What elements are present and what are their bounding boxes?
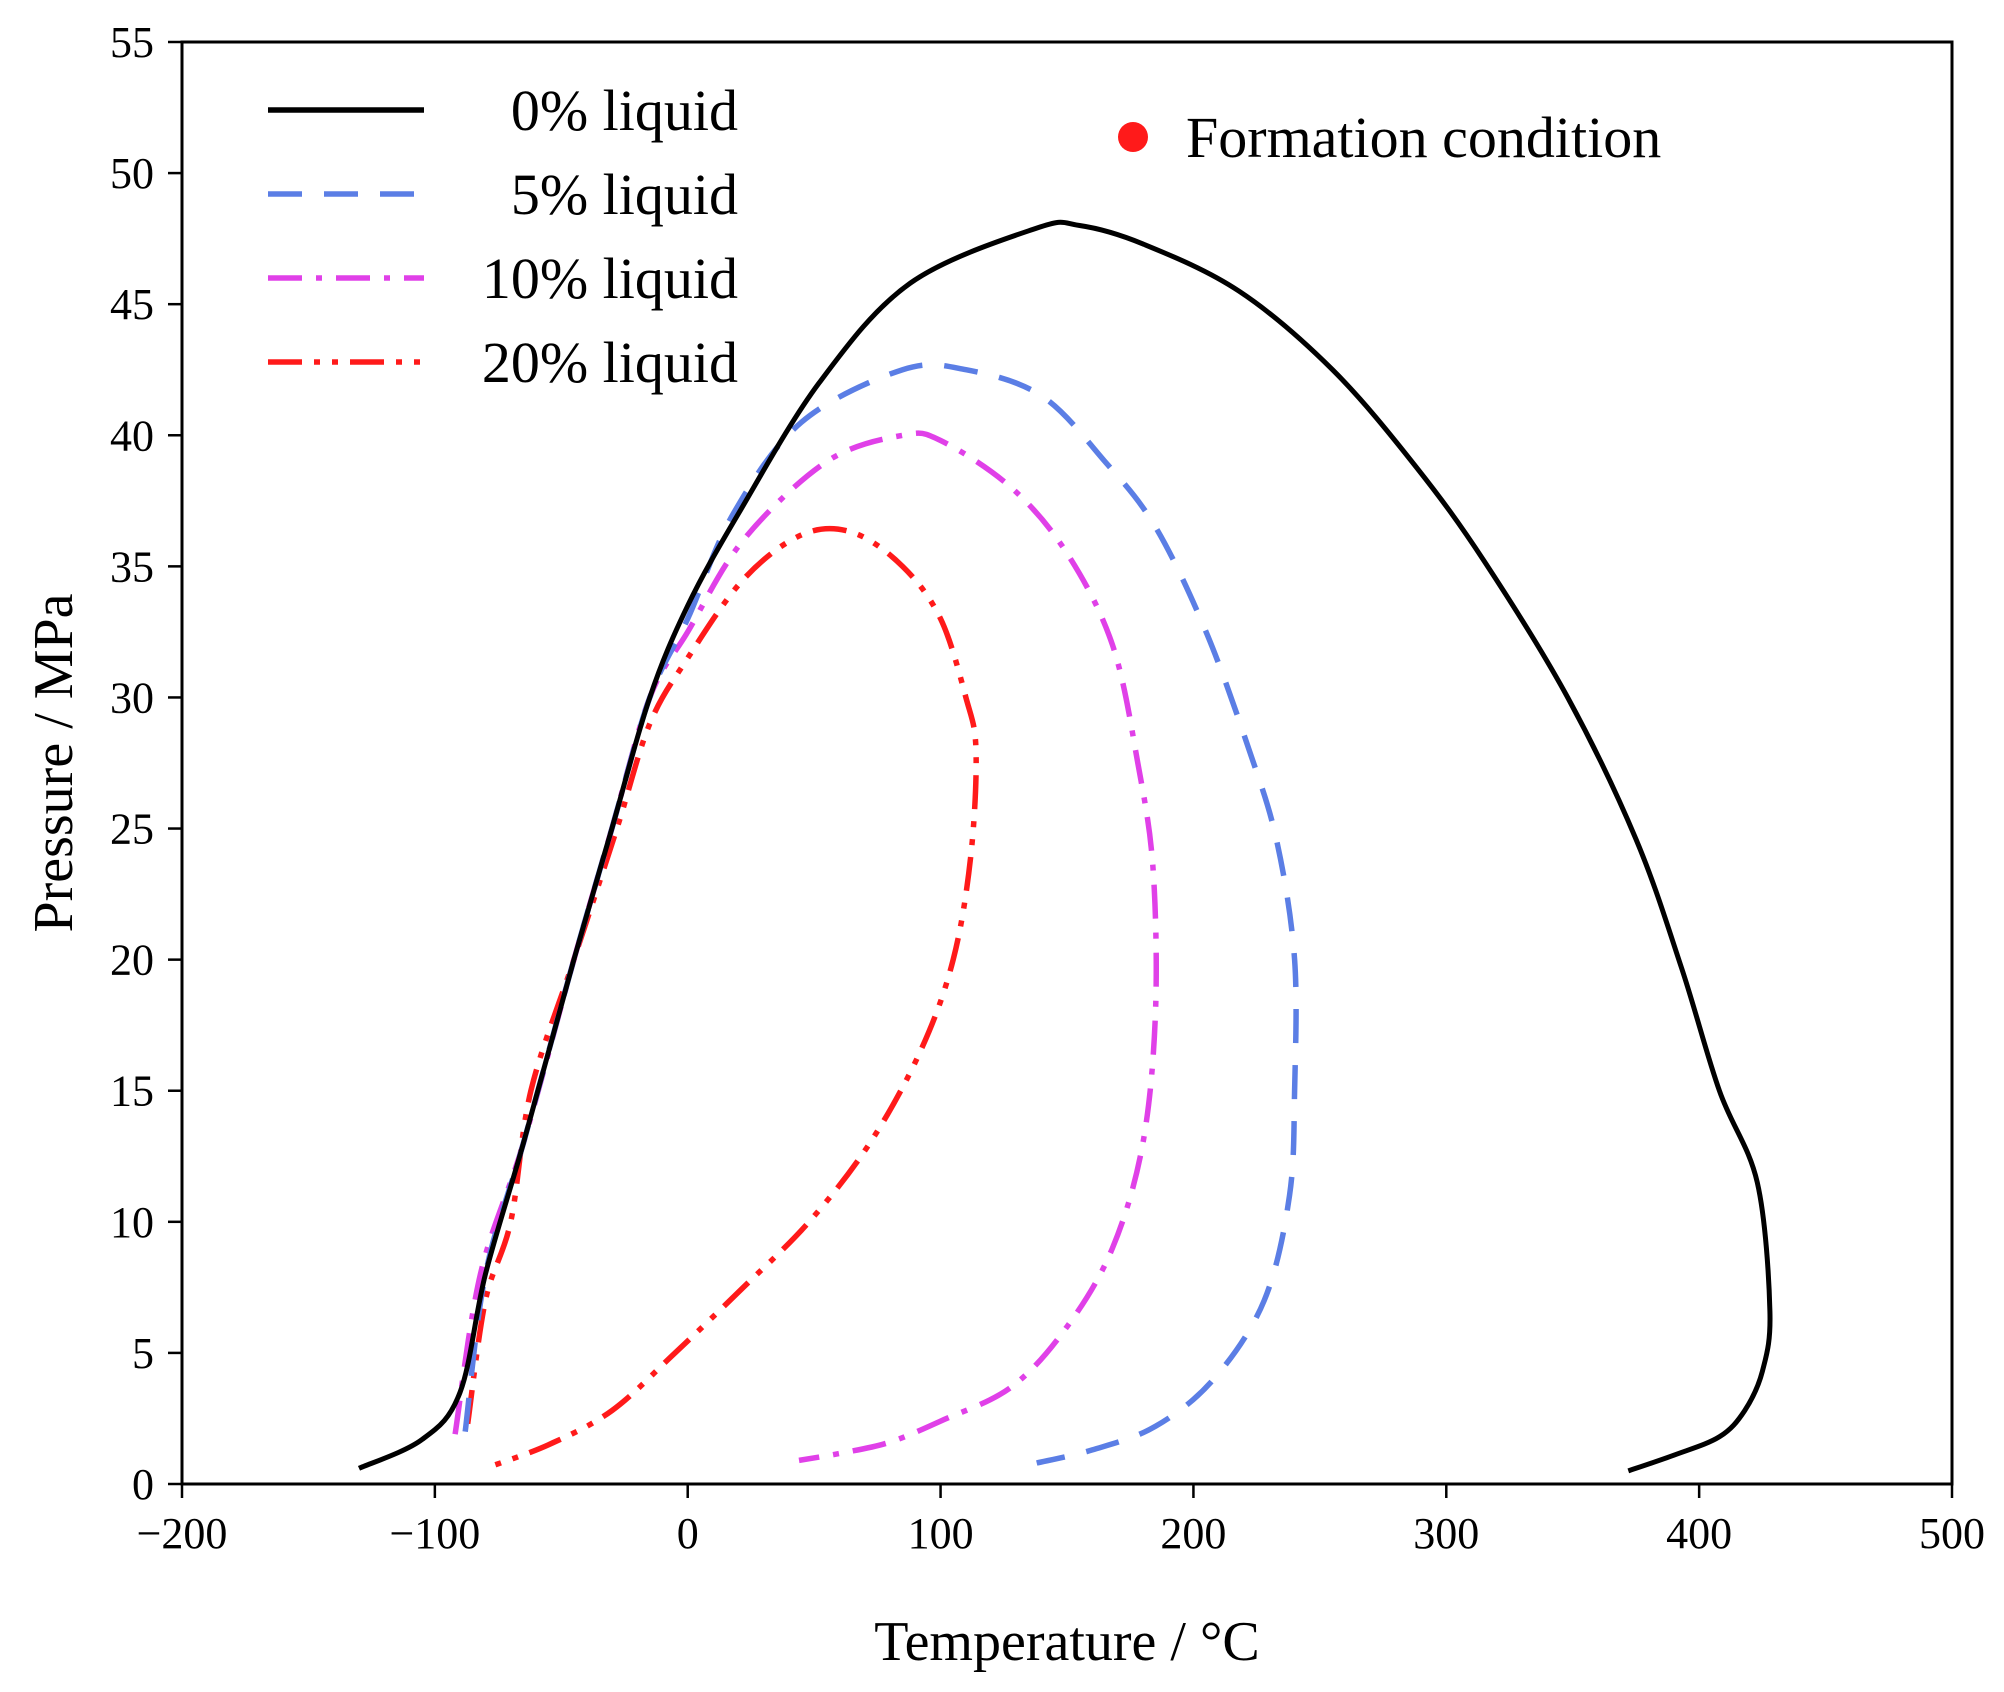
x-tick-label: 100 [908,1509,974,1558]
x-tick-label: 400 [1666,1509,1732,1558]
formation-condition-label: Formation condition [1186,105,1661,170]
series-line-0-liquid [357,219,1773,1474]
y-tick-label: 30 [110,673,154,722]
x-tick-label: 300 [1413,1509,1479,1558]
y-tick-label: 50 [110,149,154,198]
legend-label: 5% liquid [511,162,738,227]
legend-label: 20% liquid [482,330,738,395]
y-tick-label: 45 [110,280,154,329]
legend: 0% liquid 5% liquid 10% liquid 20% liquid [268,78,738,395]
y-tick-label: 0 [132,1460,154,1509]
axis-tick-labels: −200 −100 0 100 200 300 400 500 0 5 10 15 20 25 30 35 40… [110,18,1985,1558]
y-tick-label: 55 [110,18,154,67]
series-line-20-liquid [464,525,979,1471]
y-tick-label: 40 [110,411,154,460]
x-tick-label: 500 [1919,1509,1985,1558]
formation-condition-marker [1118,122,1148,152]
y-axis-title: Pressure / MPa [23,593,85,932]
plot-frame [180,40,1954,1486]
y-tick-label: 5 [132,1329,154,1378]
x-tick-label: −200 [137,1509,228,1558]
x-tick-label: −100 [389,1509,480,1558]
y-tick-label: 25 [110,805,154,854]
y-tick-label: 35 [110,542,154,591]
x-axis-title: Temperature / °C [874,1611,1259,1673]
legend-label: 0% liquid [511,78,738,143]
y-tick-label: 15 [110,1067,154,1116]
x-tick-label: 0 [677,1509,699,1558]
x-tick-label: 200 [1160,1509,1226,1558]
axis-ticks [168,40,1954,1498]
formation-condition-legend: Formation condition [1118,105,1661,170]
series-layer [357,219,1773,1474]
legend-label: 10% liquid [482,246,738,311]
y-tick-label: 10 [110,1198,154,1247]
series-line-5-liquid [462,361,1299,1466]
y-tick-label: 20 [110,936,154,985]
